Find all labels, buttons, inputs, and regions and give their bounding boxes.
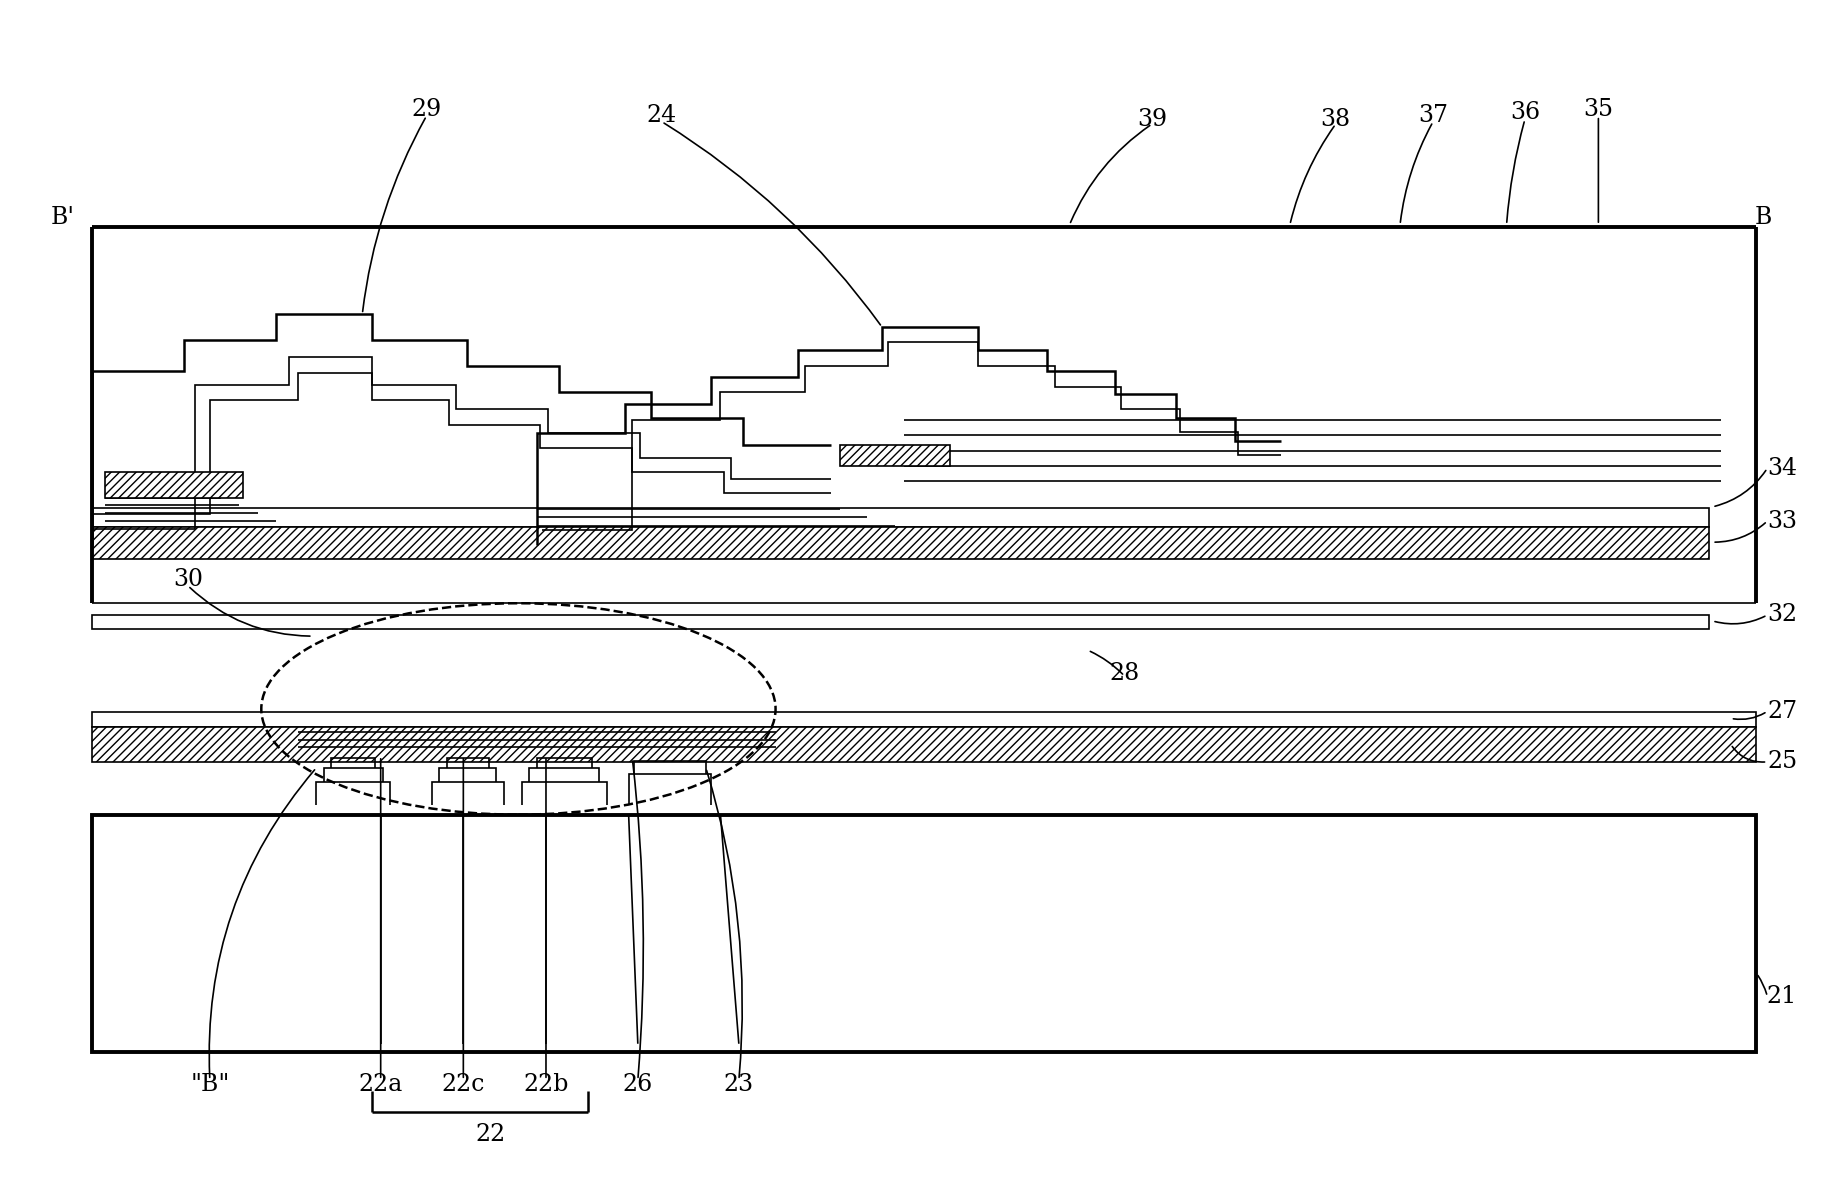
Bar — [92, 526, 1708, 558]
Text: 36: 36 — [1509, 101, 1541, 124]
Text: 37: 37 — [1419, 104, 1448, 128]
Text: 30: 30 — [173, 568, 203, 592]
Text: 22b: 22b — [524, 1073, 568, 1097]
Text: B: B — [1755, 207, 1773, 230]
Text: 23: 23 — [723, 1073, 755, 1097]
Text: 38: 38 — [1321, 108, 1351, 131]
Text: 33: 33 — [1768, 510, 1797, 532]
Bar — [839, 445, 950, 466]
Text: 22c: 22c — [441, 1073, 485, 1097]
Text: 32: 32 — [1768, 603, 1797, 627]
Text: 22: 22 — [476, 1123, 506, 1145]
Text: 35: 35 — [1583, 98, 1613, 122]
Bar — [92, 712, 1756, 726]
Bar — [105, 472, 244, 498]
Bar — [92, 726, 1756, 762]
Text: 22a: 22a — [358, 1073, 402, 1097]
Text: B': B' — [52, 207, 76, 230]
Text: 25: 25 — [1768, 750, 1797, 774]
Text: "B": "B" — [190, 1073, 229, 1097]
Bar — [92, 509, 1708, 526]
Text: 24: 24 — [646, 104, 677, 128]
Text: 27: 27 — [1768, 700, 1797, 723]
Text: 29: 29 — [411, 98, 441, 122]
Text: 34: 34 — [1768, 457, 1797, 479]
Text: 26: 26 — [624, 1073, 653, 1097]
Text: 21: 21 — [1768, 985, 1797, 1008]
Bar — [92, 815, 1756, 1052]
Text: 28: 28 — [1109, 662, 1140, 685]
Text: 39: 39 — [1137, 108, 1168, 131]
Bar — [92, 615, 1708, 629]
